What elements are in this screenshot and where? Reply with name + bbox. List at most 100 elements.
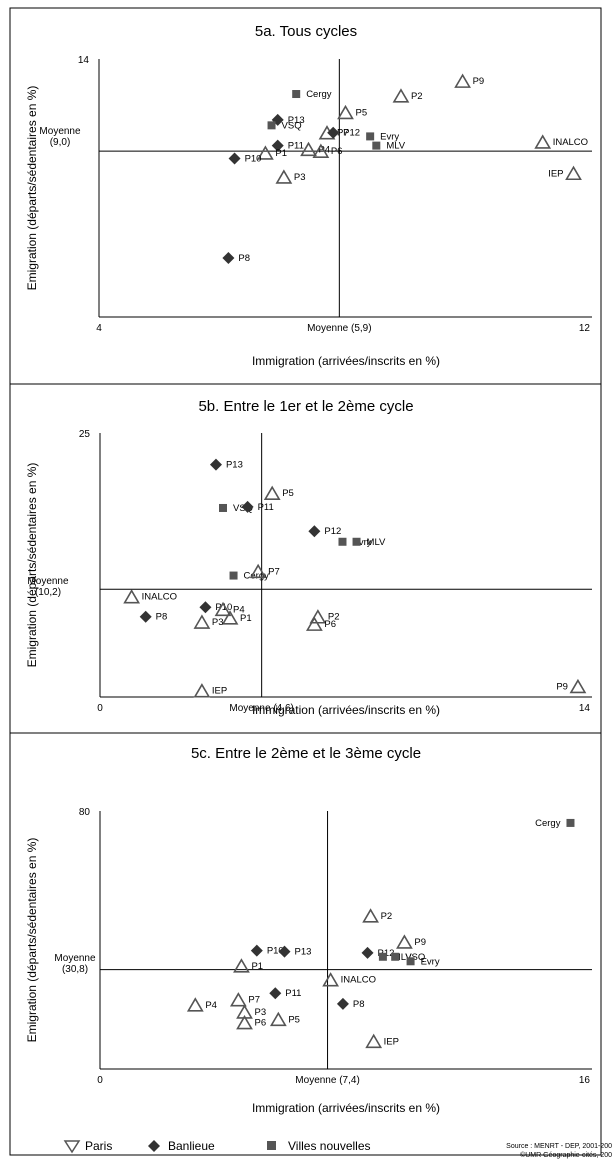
point-evry: Evry (366, 131, 399, 142)
marker-triangle (221, 610, 239, 625)
point-label: P6 (324, 619, 336, 630)
point-label: P6 (255, 1018, 267, 1029)
marker-diamond (241, 500, 254, 513)
marker-triangle (534, 134, 552, 149)
marker-triangle (269, 1011, 287, 1027)
marker-diamond (199, 601, 212, 614)
x-axis-title: Immigration (arrivées/inscrits en %) (252, 354, 440, 368)
chart-panels: 5a. Tous cycles 14 4 12 Moyenne (5,9) Moyenne… (9, 7, 602, 1156)
y-mean-value: (10,2) (35, 587, 61, 598)
legend: Paris Banlieue Villes nouvelles (63, 1139, 371, 1154)
point-label: P6 (331, 146, 343, 157)
y-axis-title: Emigration (départs/sédentaires en %) (25, 86, 39, 291)
point-p11: P11 (271, 139, 304, 152)
x-tick-label: 14 (579, 703, 591, 714)
legend-marker-villes-nouvelles (267, 1141, 276, 1150)
point-p10: P10 (199, 601, 232, 614)
marker-diamond (278, 945, 291, 958)
point-label: P2 (411, 91, 423, 102)
point-label: P13 (288, 115, 305, 126)
source-line-2: ©UMR Géographie-cités, 200 (520, 1151, 612, 1159)
point-p10: P10 (250, 944, 284, 957)
point-label: P8 (353, 999, 365, 1010)
x-mean-label: Moyenne (4,6) (229, 703, 293, 714)
point-label: P9 (556, 681, 568, 692)
point-iep: IEP (548, 165, 582, 181)
marker-triangle (337, 104, 354, 120)
point-label: IEP (384, 1036, 399, 1047)
marker-square (229, 571, 238, 580)
point-label: P5 (282, 488, 294, 499)
point-p5: P5 (269, 1011, 300, 1027)
point-label: P12 (343, 128, 360, 139)
point-label: P10 (245, 154, 262, 165)
point-p5: P5 (263, 485, 294, 500)
marker-triangle (214, 601, 232, 617)
y-mean-value: (30,8) (62, 964, 88, 975)
x-mean-label: Moyenne (7,4) (295, 1075, 359, 1086)
chart-panel-5b: 5b. Entre le 1er et le 2ème cycle 25 0 14 Mo… (9, 383, 602, 734)
point-label: Cergy (244, 571, 270, 582)
legend-label-villes-nouvelles: Villes nouvelles (288, 1139, 371, 1153)
marker-triangle (249, 563, 267, 579)
point-label: P7 (337, 128, 349, 139)
point-label: Evry (421, 956, 440, 967)
chart-title: 5c. Entre le 2ème et le 3ème cycle (191, 745, 421, 762)
marker-diamond (228, 152, 241, 165)
point-label: P1 (275, 148, 287, 159)
x-axis-title: Immigration (arrivées/inscrits en %) (252, 1101, 440, 1115)
marker-triangle (186, 997, 204, 1012)
source-line-1: Source : MENRT - DEP, 2001-200 (506, 1143, 612, 1150)
point-label: P11 (258, 502, 274, 513)
point-label: P1 (251, 961, 263, 972)
point-p6: P6 (312, 143, 343, 158)
marker-triangle (236, 1014, 253, 1030)
point-label: MLV (393, 952, 412, 963)
marker-diamond (361, 946, 374, 959)
x-mean-label: Moyenne (5,9) (307, 323, 371, 334)
point-p11: P11 (241, 500, 274, 513)
point-label: P1 (240, 613, 252, 624)
point-label: IEP (548, 168, 563, 179)
point-p3: P3 (193, 614, 224, 629)
point-p12: P12 (327, 126, 360, 139)
marker-square (338, 537, 347, 546)
y-axis-title: Emigration (départs/sédentaires en %) (25, 838, 39, 1043)
chart-title: 5a. Tous cycles (255, 23, 357, 40)
marker-diamond (209, 458, 222, 471)
chart-panel-5c: 5c. Entre le 2ème et le 3ème cycle 80 0 16 M… (9, 732, 602, 1156)
point-p6: P6 (305, 616, 336, 631)
marker-diamond (271, 139, 284, 152)
legend-marker-banlieue (148, 1140, 160, 1152)
point-label: INALCO (341, 975, 376, 986)
y-tick-label: 14 (78, 55, 90, 66)
panel-frame (9, 383, 602, 734)
point-label: Evry (380, 131, 399, 142)
point-p3: P3 (236, 1004, 267, 1019)
point-label: INALCO (553, 137, 588, 148)
point-label: P13 (226, 460, 243, 471)
point-inalco: INALCO (123, 589, 177, 604)
marker-square (366, 132, 375, 141)
point-label: MLV (367, 537, 386, 548)
y-tick-label: 25 (79, 429, 91, 440)
point-label: P9 (473, 76, 485, 87)
point-label: P3 (294, 172, 306, 183)
point-p7: P7 (249, 563, 280, 579)
point-p1: P1 (221, 610, 252, 625)
point-label: P2 (381, 911, 393, 922)
point-p12: P12 (308, 525, 341, 538)
point-label: P13 (295, 947, 312, 958)
point-inalco: INALCO (322, 972, 376, 987)
marker-triangle (263, 485, 281, 500)
point-label: P11 (288, 141, 304, 152)
legend-marker-paris (63, 1140, 81, 1154)
point-label: P11 (285, 988, 301, 999)
point-p3: P3 (275, 169, 306, 184)
point-p8: P8 (336, 997, 365, 1010)
marker-diamond (336, 997, 349, 1010)
y-mean-label: Moyenne (54, 953, 96, 964)
marker-triangle (256, 145, 274, 160)
point-label: P3 (255, 1007, 267, 1018)
